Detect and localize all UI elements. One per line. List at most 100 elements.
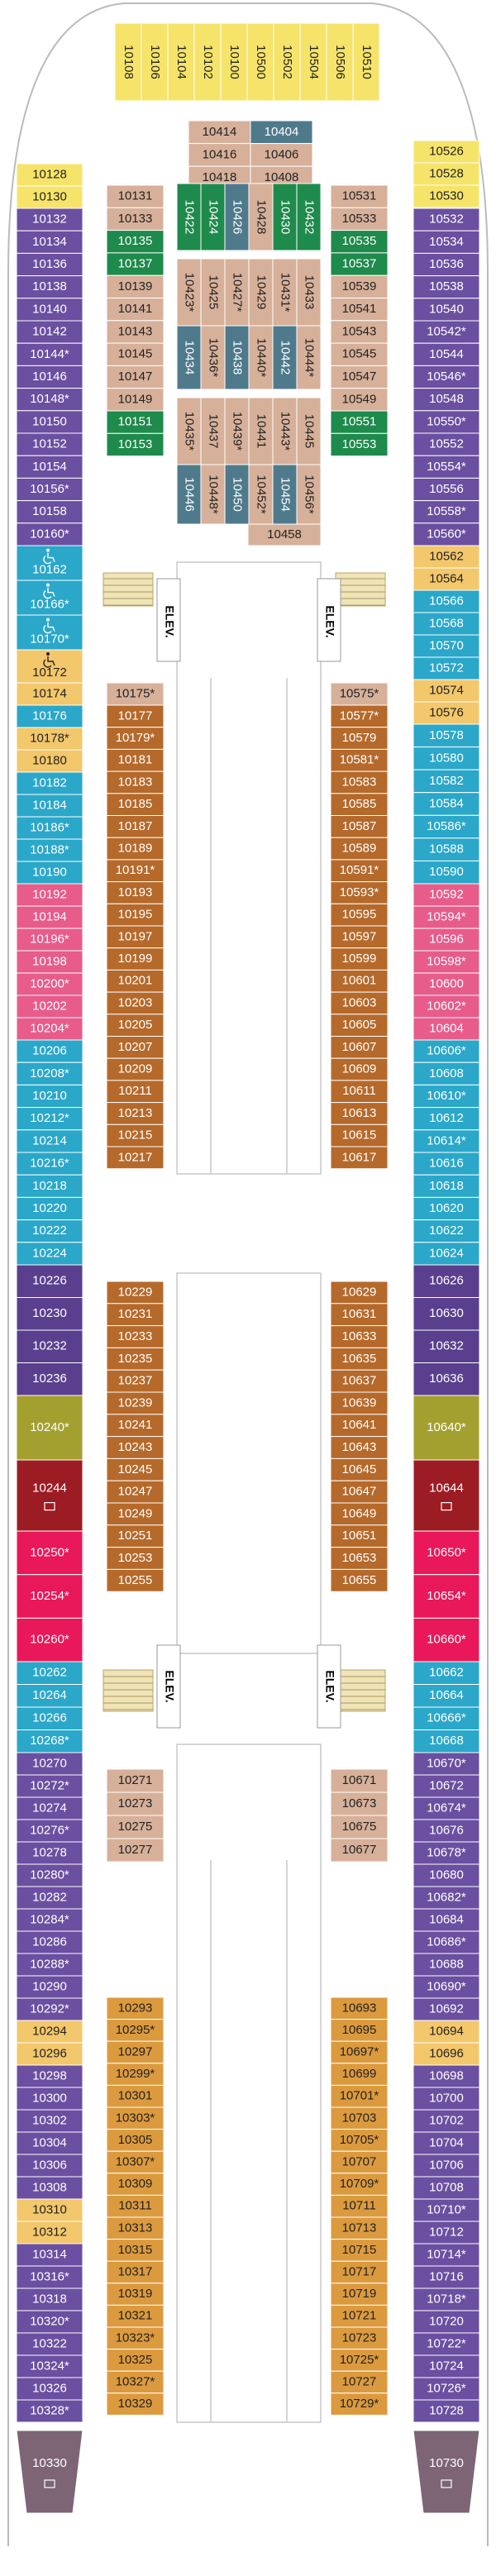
cabin-number: 10272*	[30, 1778, 69, 1792]
cabin-number: 10215	[118, 1128, 153, 1143]
cabin	[330, 2019, 389, 2042]
cabin-number: 10609	[342, 1062, 377, 1076]
cabin	[299, 22, 327, 102]
cabin	[413, 1061, 480, 1085]
cabin-number: 10262	[32, 1666, 67, 1680]
cabin	[16, 1574, 83, 1619]
cabin	[16, 2287, 83, 2311]
cabin	[413, 545, 480, 569]
cabin-number: 10210	[32, 1089, 67, 1103]
cabin-number: 10323*	[116, 2330, 155, 2345]
cabin	[16, 1395, 83, 1461]
cabin-number: 10725*	[340, 2353, 379, 2367]
cabin	[413, 2064, 480, 2088]
cabin	[413, 567, 480, 591]
cabin-number: 10432	[303, 200, 317, 235]
cabin-number: 10293	[118, 2001, 153, 2015]
cabin-number: 10414	[203, 125, 237, 139]
cabin-number: 10666*	[427, 1711, 466, 1725]
cabin-number: 10172	[32, 665, 67, 680]
cabin-number: 10588	[429, 842, 464, 856]
cabin-number: 10626	[429, 1274, 464, 1288]
cabin	[16, 2310, 83, 2334]
cabin-number: 10443*	[279, 412, 293, 451]
cabin	[330, 2063, 389, 2086]
cabin	[330, 793, 389, 816]
cabin-number: 10637	[342, 1374, 377, 1388]
cabin-number: 10615	[342, 1128, 377, 1143]
cabin	[106, 1369, 165, 1393]
cabin-number: 10696	[429, 2046, 464, 2060]
cabin-number: 10629	[342, 1285, 377, 1299]
cabin-number: 10188*	[30, 842, 69, 856]
cabin-number: 10162	[32, 562, 67, 576]
cabin-number: 10686*	[427, 1934, 466, 1949]
cabin	[330, 252, 389, 276]
cabin-number: 10273	[118, 1796, 153, 1810]
cabin	[413, 1107, 480, 1131]
cabin	[106, 2260, 165, 2284]
cabin	[106, 837, 165, 861]
cabin-number: 10280*	[30, 1868, 69, 1882]
cabin-number: 10236	[32, 1371, 67, 1386]
cabin-number: 10613	[342, 1106, 377, 1120]
cabin-number: 10533	[342, 212, 377, 226]
safe-icon	[441, 2479, 452, 2488]
cabin	[106, 2106, 165, 2130]
cabin	[16, 2087, 83, 2111]
cabin	[330, 1014, 389, 1038]
cabin-number: 10677	[342, 1843, 377, 1857]
cabin	[272, 397, 298, 465]
cabin	[16, 1729, 83, 1753]
cabin-number: 10539	[342, 279, 377, 293]
cabin-number: 10630	[429, 1306, 464, 1320]
cabin	[413, 1908, 480, 1932]
cabin	[16, 1107, 83, 1131]
cabin-number: 10678*	[427, 1845, 466, 1859]
cabin	[106, 2063, 165, 2086]
cabin	[330, 881, 389, 904]
cabin-number: 10581*	[340, 753, 379, 767]
cabin-number: 10244	[32, 1481, 67, 1495]
cabin-number: 10208*	[30, 1066, 69, 1080]
cabin	[413, 1574, 480, 1619]
cabin	[106, 2304, 165, 2328]
cabin-number: 10698	[429, 2068, 464, 2082]
cabin-number: 10711	[342, 2199, 376, 2213]
cabin	[330, 2129, 389, 2152]
cabin	[330, 342, 389, 366]
cabin	[106, 274, 165, 299]
cabin-number: 10575*	[340, 686, 379, 700]
cabin-number: 10274	[32, 1801, 67, 1815]
cabin	[413, 365, 480, 389]
cabin-number: 10320*	[30, 2314, 69, 2328]
cabin-number: 10684	[429, 1912, 464, 1926]
cabin	[330, 1414, 389, 1438]
cabin-number: 10270	[32, 1756, 67, 1770]
cabin	[413, 184, 480, 208]
cabin-number: 10444*	[303, 338, 317, 378]
cabin	[16, 1174, 83, 1198]
cabin	[16, 1530, 83, 1576]
safe-icon	[44, 2479, 55, 2488]
cabin-number: 10644	[429, 1481, 464, 1495]
cabin-number: 10643	[342, 1440, 377, 1454]
cabin	[413, 2287, 480, 2311]
cabin-number: 10608	[429, 1066, 464, 1080]
cabin	[413, 230, 480, 254]
cabin-number: 10672	[429, 1778, 464, 1792]
cabin-number: 10433	[303, 275, 317, 310]
cabin-number: 10701*	[340, 2089, 379, 2103]
cabin-number: 10311	[118, 2199, 152, 2213]
cabin	[16, 838, 83, 862]
cabin-number: 10670*	[427, 1756, 466, 1770]
cabin-number: 10302	[32, 2113, 67, 2127]
cabin-number: 10446	[183, 477, 197, 512]
cabin-number: 10132	[32, 212, 67, 227]
cabin-number: 10610*	[427, 1089, 466, 1103]
cabin	[413, 522, 480, 546]
cabin	[16, 1706, 83, 1730]
cabin	[413, 1863, 480, 1887]
cabin	[16, 522, 83, 546]
